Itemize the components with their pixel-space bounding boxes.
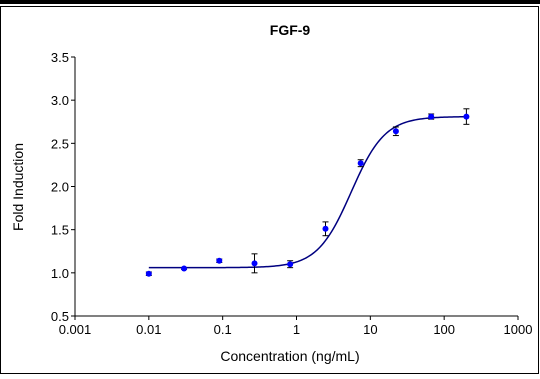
fit-curve [148, 115, 467, 269]
data-point [322, 225, 329, 232]
data-point [287, 261, 294, 268]
y-tick-label: 2.5 [51, 136, 69, 151]
y-axis-label: Fold Induction [10, 143, 26, 231]
data-point [251, 260, 258, 267]
data-point [145, 270, 152, 277]
tick-group: 0.5 1.0 1.5 2.0 2.5 3.0 3.5 0.001 0.01 0.1 1 10 100 1… [51, 50, 533, 337]
data-point [463, 113, 470, 120]
x-tick-label: 10 [363, 322, 377, 337]
y-tick-label: 1.0 [51, 266, 69, 281]
data-point [392, 128, 399, 135]
x-axis-label: Concentration (ng/mL) [220, 348, 359, 364]
y-tick-label: 3.5 [51, 50, 69, 65]
data-point [181, 265, 188, 272]
x-tick-label: 1000 [504, 322, 533, 337]
chart-border [0, 6, 539, 374]
y-tick-label: 2.0 [51, 180, 69, 195]
data-point [357, 160, 364, 167]
data-point [428, 113, 435, 120]
y-tick-label: 0.5 [51, 309, 69, 324]
x-tick-label: 1 [293, 322, 300, 337]
x-tick-label: 100 [433, 322, 455, 337]
x-tick-label: 0.1 [214, 322, 232, 337]
data-point [216, 257, 223, 264]
x-tick-label: 0.001 [59, 322, 92, 337]
y-tick-label: 1.5 [51, 223, 69, 238]
axes [74, 57, 518, 317]
y-tick-label: 3.0 [51, 93, 69, 108]
x-tick-label: 0.01 [136, 322, 161, 337]
top-rule [0, 0, 540, 4]
data-points [145, 108, 470, 277]
chart-title: FGF-9 [270, 22, 311, 38]
